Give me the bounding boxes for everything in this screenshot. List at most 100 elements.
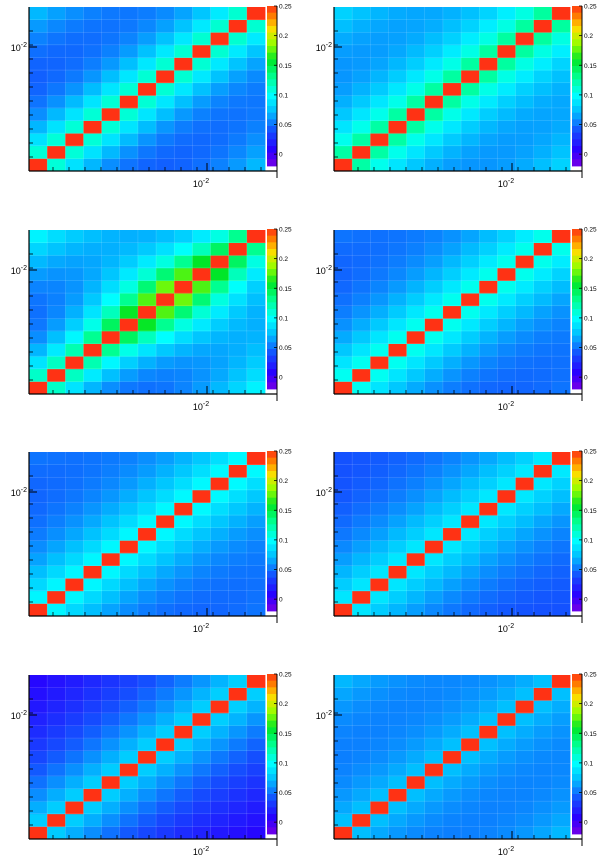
heatmap-cell	[442, 57, 462, 71]
heatmap-cell	[246, 158, 266, 172]
heatmap-cell	[497, 158, 516, 172]
heatmap-cell	[461, 82, 480, 96]
colorbar-segment	[267, 59, 277, 67]
heatmap-cell	[334, 255, 353, 269]
colorbar-segment	[267, 26, 277, 34]
heatmap-cell	[65, 145, 84, 159]
heatmap-cell	[551, 318, 571, 332]
heatmap-cell	[388, 527, 408, 541]
heatmap-cell	[352, 578, 371, 592]
y-tick-label: 10-2	[316, 487, 332, 498]
heatmap-cell	[497, 120, 516, 134]
heatmap-cell	[192, 738, 211, 752]
heatmap-cell	[210, 368, 230, 382]
heatmap-cell	[174, 381, 193, 395]
colorbar-segment	[267, 760, 277, 768]
heatmap-cell	[515, 565, 535, 579]
colorbar-tick-label: 0.25	[584, 449, 597, 456]
heatmap-cell	[515, 293, 535, 307]
heatmap-cell	[533, 826, 553, 840]
heatmap-cell	[461, 133, 480, 147]
heatmap-cell	[119, 44, 139, 58]
heatmap-cell	[515, 712, 535, 726]
heatmap-cell	[370, 230, 389, 244]
heatmap-cell	[551, 565, 571, 579]
colorbar-tick-label: 0.15	[584, 731, 597, 738]
heatmap-cell	[461, 452, 480, 466]
heatmap-cell	[101, 738, 121, 752]
heatmap-cell	[101, 813, 121, 827]
heatmap-cell	[352, 158, 371, 172]
heatmap-cell	[228, 540, 248, 554]
heatmap-cell	[47, 725, 66, 739]
heatmap-cell	[442, 675, 462, 689]
heatmap-cell	[515, 19, 535, 33]
heatmap-cell	[65, 32, 84, 46]
heatmap-cell	[47, 267, 66, 281]
heatmap-cell	[388, 318, 408, 332]
heatmap-cell	[424, 738, 444, 752]
heatmap-cell	[83, 343, 103, 357]
heatmap-cell	[352, 515, 371, 529]
colorbar-tick-label: 0.1	[584, 537, 593, 544]
heatmap-cell	[246, 82, 266, 96]
heatmap-cell	[246, 368, 266, 382]
colorbar-segment	[572, 106, 582, 114]
colorbar-segment	[572, 235, 582, 243]
heatmap-cell	[101, 489, 121, 503]
heatmap-cell	[29, 452, 48, 466]
heatmap-cell	[479, 590, 498, 604]
heatmap-cell	[424, 527, 444, 541]
heatmap-cell	[65, 267, 84, 281]
heatmap-cell	[370, 687, 389, 701]
heatmap-cell	[137, 603, 157, 617]
heatmap-cell	[101, 725, 121, 739]
heatmap-cell	[352, 489, 371, 503]
heatmap-cell	[228, 95, 248, 109]
heatmap-cell	[246, 133, 266, 147]
heatmap-cell	[497, 687, 516, 701]
heatmap-cell	[210, 788, 230, 802]
heatmap-cell	[65, 826, 84, 840]
heatmap-cell	[192, 57, 211, 71]
heatmap-cell	[442, 255, 462, 269]
heatmap-cell	[156, 826, 175, 840]
colorbar-segment	[572, 457, 582, 465]
heatmap-cell	[497, 95, 516, 109]
heatmap-cell	[101, 293, 121, 307]
heatmap-cell	[192, 120, 211, 134]
heatmap-cell	[442, 452, 462, 466]
heatmap-cell	[83, 687, 103, 701]
heatmap-cell	[388, 813, 408, 827]
heatmap-cell	[47, 675, 66, 689]
heatmap-cell	[29, 515, 48, 529]
heatmap-cell	[479, 565, 498, 579]
heatmap-cell	[174, 801, 193, 815]
heatmap-cell	[497, 32, 516, 46]
colorbar-segment	[267, 524, 277, 532]
colorbar-segment	[572, 355, 582, 363]
heatmap-cell	[551, 590, 571, 604]
heatmap-cell	[47, 255, 66, 269]
heatmap-cell	[551, 7, 571, 21]
heatmap-cell	[29, 489, 48, 503]
colorbar-tick-label: 0.2	[584, 478, 593, 485]
heatmap-cell	[65, 120, 84, 134]
heatmap-cell	[228, 700, 248, 714]
heatmap-cell	[424, 801, 444, 815]
heatmap-cell	[388, 540, 408, 554]
heatmap-cell	[352, 57, 371, 71]
heatmap-cell	[479, 57, 498, 71]
heatmap-cell	[47, 280, 66, 294]
heatmap-cell	[334, 145, 353, 159]
heatmap-cell	[47, 464, 66, 478]
heatmap-cell	[479, 267, 498, 281]
heatmap-cell	[156, 242, 175, 256]
heatmap-cell	[192, 750, 211, 764]
heatmap-cell	[174, 515, 193, 529]
heatmap-cell	[533, 687, 553, 701]
heatmap-cell	[461, 356, 480, 370]
colorbar-segment	[572, 342, 582, 350]
colorbar-segment	[572, 760, 582, 768]
heatmap-cell	[479, 32, 498, 46]
